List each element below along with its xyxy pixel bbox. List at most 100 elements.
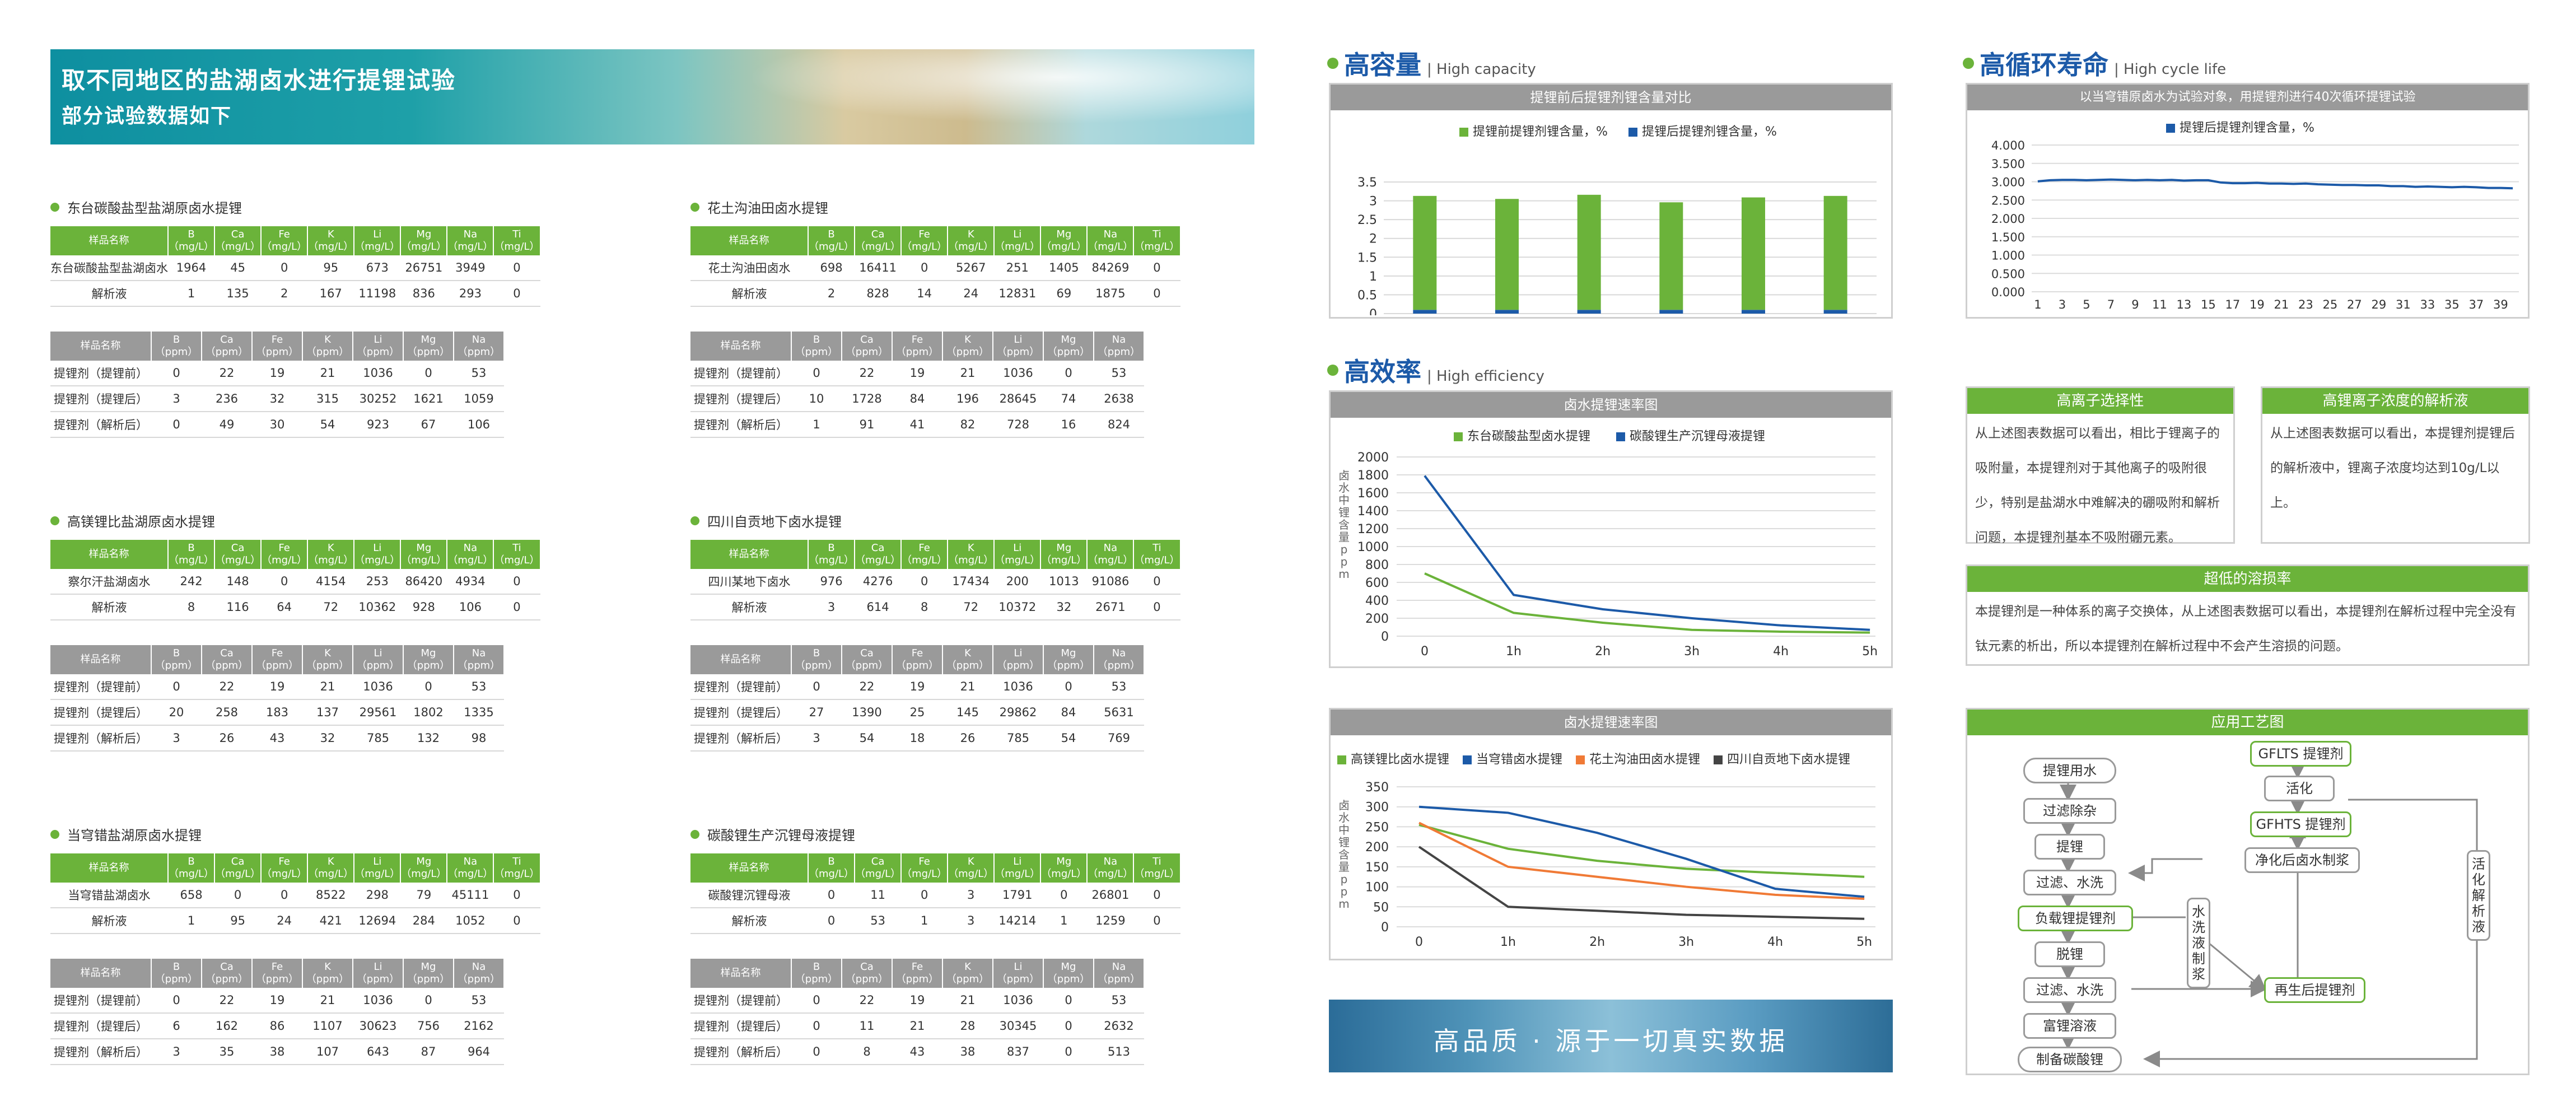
table-header-cell: Na （ppm）	[1094, 645, 1145, 674]
table-cell: 19	[892, 988, 942, 1014]
table-row: 提锂剂（提锂前） 0 22 19 21 1036 0 53	[50, 674, 504, 700]
section-title: 当穹错盐湖原卤水提锂	[50, 824, 202, 844]
table-cell: 86420	[400, 569, 447, 595]
x-tick-label: 31	[2396, 298, 2411, 311]
table-cell: 解析液	[690, 281, 808, 307]
table-row: 解析液 3 614 8 72 10372 32 2671 0	[690, 594, 1180, 620]
flow-node-filter: 过滤除杂	[2023, 798, 2116, 824]
bullet-dot-icon	[1327, 58, 1338, 69]
table-header-cell: Fe （mg/L）	[261, 540, 309, 569]
efficiency-heading: 高效率 | High efficiency	[1327, 352, 1544, 389]
rate-line-chart-2: 高镁锂比卤水提锂 当穹错卤水提锂 花土沟油田卤水提锂 四川自贡地下卤水提锂 0 50 100…	[1337, 753, 1875, 949]
table-header-cell: Ti （mg/L）	[493, 540, 541, 569]
table-cell: 0	[1133, 281, 1180, 307]
table-cell: 0	[151, 361, 202, 386]
table-cell: 0	[151, 412, 202, 438]
table-cell: 135	[214, 281, 262, 307]
x-tick-label: 9	[2131, 298, 2139, 311]
x-tick-label: 0	[1415, 935, 1423, 949]
table-header-cell: Li （ppm）	[993, 645, 1044, 674]
y-axis-label-char: 中	[1338, 493, 1350, 507]
table-cell: 3	[808, 594, 855, 620]
table-cell: 8	[168, 594, 215, 620]
table-cell: 19	[252, 988, 302, 1014]
y-tick-label: 2.5	[1357, 213, 1377, 227]
table-cell: 1875	[1087, 281, 1134, 307]
table-cell: 26	[942, 725, 993, 752]
y-tick-label: 3	[1369, 195, 1377, 209]
table-cell: 43	[892, 1039, 942, 1065]
table-header-cell: B （ppm）	[791, 959, 842, 988]
table-header-cell: Mg （mg/L）	[1040, 540, 1088, 569]
table-cell: 19	[892, 361, 942, 386]
y-tick-label: 2.000	[1991, 212, 2025, 226]
table-cell: 19	[892, 674, 942, 700]
table-cell: 1052	[447, 908, 494, 934]
table-row: 东台碳酸盐型盐湖卤水 1964 45 0 95 673 26751 3949 0	[50, 255, 540, 281]
table-cell: 提锂剂（提锂后）	[690, 699, 791, 726]
table-cell: 1335	[454, 699, 504, 726]
bullet-dot-icon	[50, 829, 59, 839]
y-tick-label: 1000	[1357, 540, 1389, 554]
table-cell: 0	[791, 988, 842, 1014]
table-cell: 1791	[994, 883, 1041, 908]
y-tick-label: 1800	[1357, 469, 1389, 483]
flow-node-loaded-sorbent: 负载锂提锂剂	[2018, 906, 2133, 931]
table-cell: 837	[993, 1039, 1043, 1065]
table-row: 提锂剂（提锂后） 6 162 86 1107 30623 756 2162	[50, 1013, 504, 1039]
x-tick-label: 4h	[1773, 645, 1789, 659]
legend-swatch	[1463, 755, 1472, 764]
table-cell: 14214	[994, 908, 1041, 934]
legend-label: 花土沟油田卤水提锂	[1589, 753, 1700, 767]
table-cell: 106	[447, 594, 494, 620]
table-cell: 41	[892, 412, 942, 438]
table-row: 提锂剂（提锂前） 0 22 19 21 1036 0 53	[690, 674, 1144, 700]
table-cell: 769	[1094, 725, 1144, 752]
table-header-cell: 样品名称	[50, 332, 152, 361]
table-cell: 87	[403, 1039, 454, 1065]
beach-wave-decoration	[722, 49, 1254, 128]
table-cell: 21	[942, 988, 993, 1014]
table-cell: 四川某地下卤水	[690, 569, 808, 595]
series-line	[1418, 823, 1865, 878]
table-cell: 0	[1133, 255, 1180, 281]
y-axis-label-char: p	[1341, 885, 1348, 898]
table-cell: 东台碳酸盐型盐湖卤水	[50, 255, 168, 281]
table-header-cell: Ca （ppm）	[202, 332, 253, 361]
table-cell: 19	[252, 674, 302, 700]
table-cell: 6	[151, 1013, 202, 1039]
table-header-cell: Mg （ppm）	[1043, 959, 1094, 988]
sorbent-composition-table: 样品名称 B （ppm） Ca （ppm） Fe （ppm） K （ppm） Li （pp…	[690, 959, 1145, 1065]
section-title-text: 东台碳酸盐型盐湖原卤水提锂	[67, 200, 242, 216]
table-header-cell: Li （mg/L）	[994, 540, 1042, 569]
bar-after	[1495, 310, 1519, 314]
table-header-cell: Ca （mg/L）	[855, 540, 902, 569]
banner-title: 取不同地区的盐湖卤水进行提锂试验	[62, 67, 456, 94]
x-tick-label: 3h	[1684, 645, 1700, 659]
table-cell: 提锂剂（提锂前）	[50, 361, 151, 386]
table-cell: 0	[261, 569, 308, 595]
cycle-chart-title: 以当穹错原卤水为试验对象，用提锂剂进行40次循环提锂试验	[1967, 85, 2528, 110]
table-cell: 19	[252, 361, 302, 386]
table-cell: 1	[791, 412, 842, 438]
table-row: 察尔汗盐湖卤水 242 148 0 4154 253 86420 4934 0	[50, 569, 540, 595]
table-cell: 137	[302, 699, 353, 726]
table-cell: 解析液	[50, 281, 168, 307]
y-tick-label: 1600	[1357, 487, 1389, 501]
table-cell: 1621	[403, 386, 454, 412]
x-tick-label: 27	[2347, 298, 2362, 311]
x-tick-label: 2h	[1595, 645, 1611, 659]
table-cell: 1059	[454, 386, 504, 412]
table-row: 提锂剂（提锂前） 0 22 19 21 1036 0 53	[690, 361, 1144, 386]
table-cell: 54	[302, 412, 353, 438]
flow-node-regenerated: 再生后提锂剂	[2264, 977, 2365, 1003]
brine-composition-table: 样品名称 B （mg/L） Ca （mg/L） Fe （mg/L） K （mg/L） Li…	[50, 853, 541, 934]
table-cell: 1036	[353, 674, 403, 700]
table-cell: 91086	[1087, 569, 1134, 595]
bar-before	[1495, 199, 1519, 310]
table-cell: 183	[252, 699, 302, 726]
table-header-cell: Mg （mg/L）	[400, 540, 448, 569]
table-cell: 0	[1133, 594, 1180, 620]
y-axis-label-char: p	[1341, 555, 1348, 568]
table-cell: 提锂剂（解析后）	[690, 412, 791, 438]
